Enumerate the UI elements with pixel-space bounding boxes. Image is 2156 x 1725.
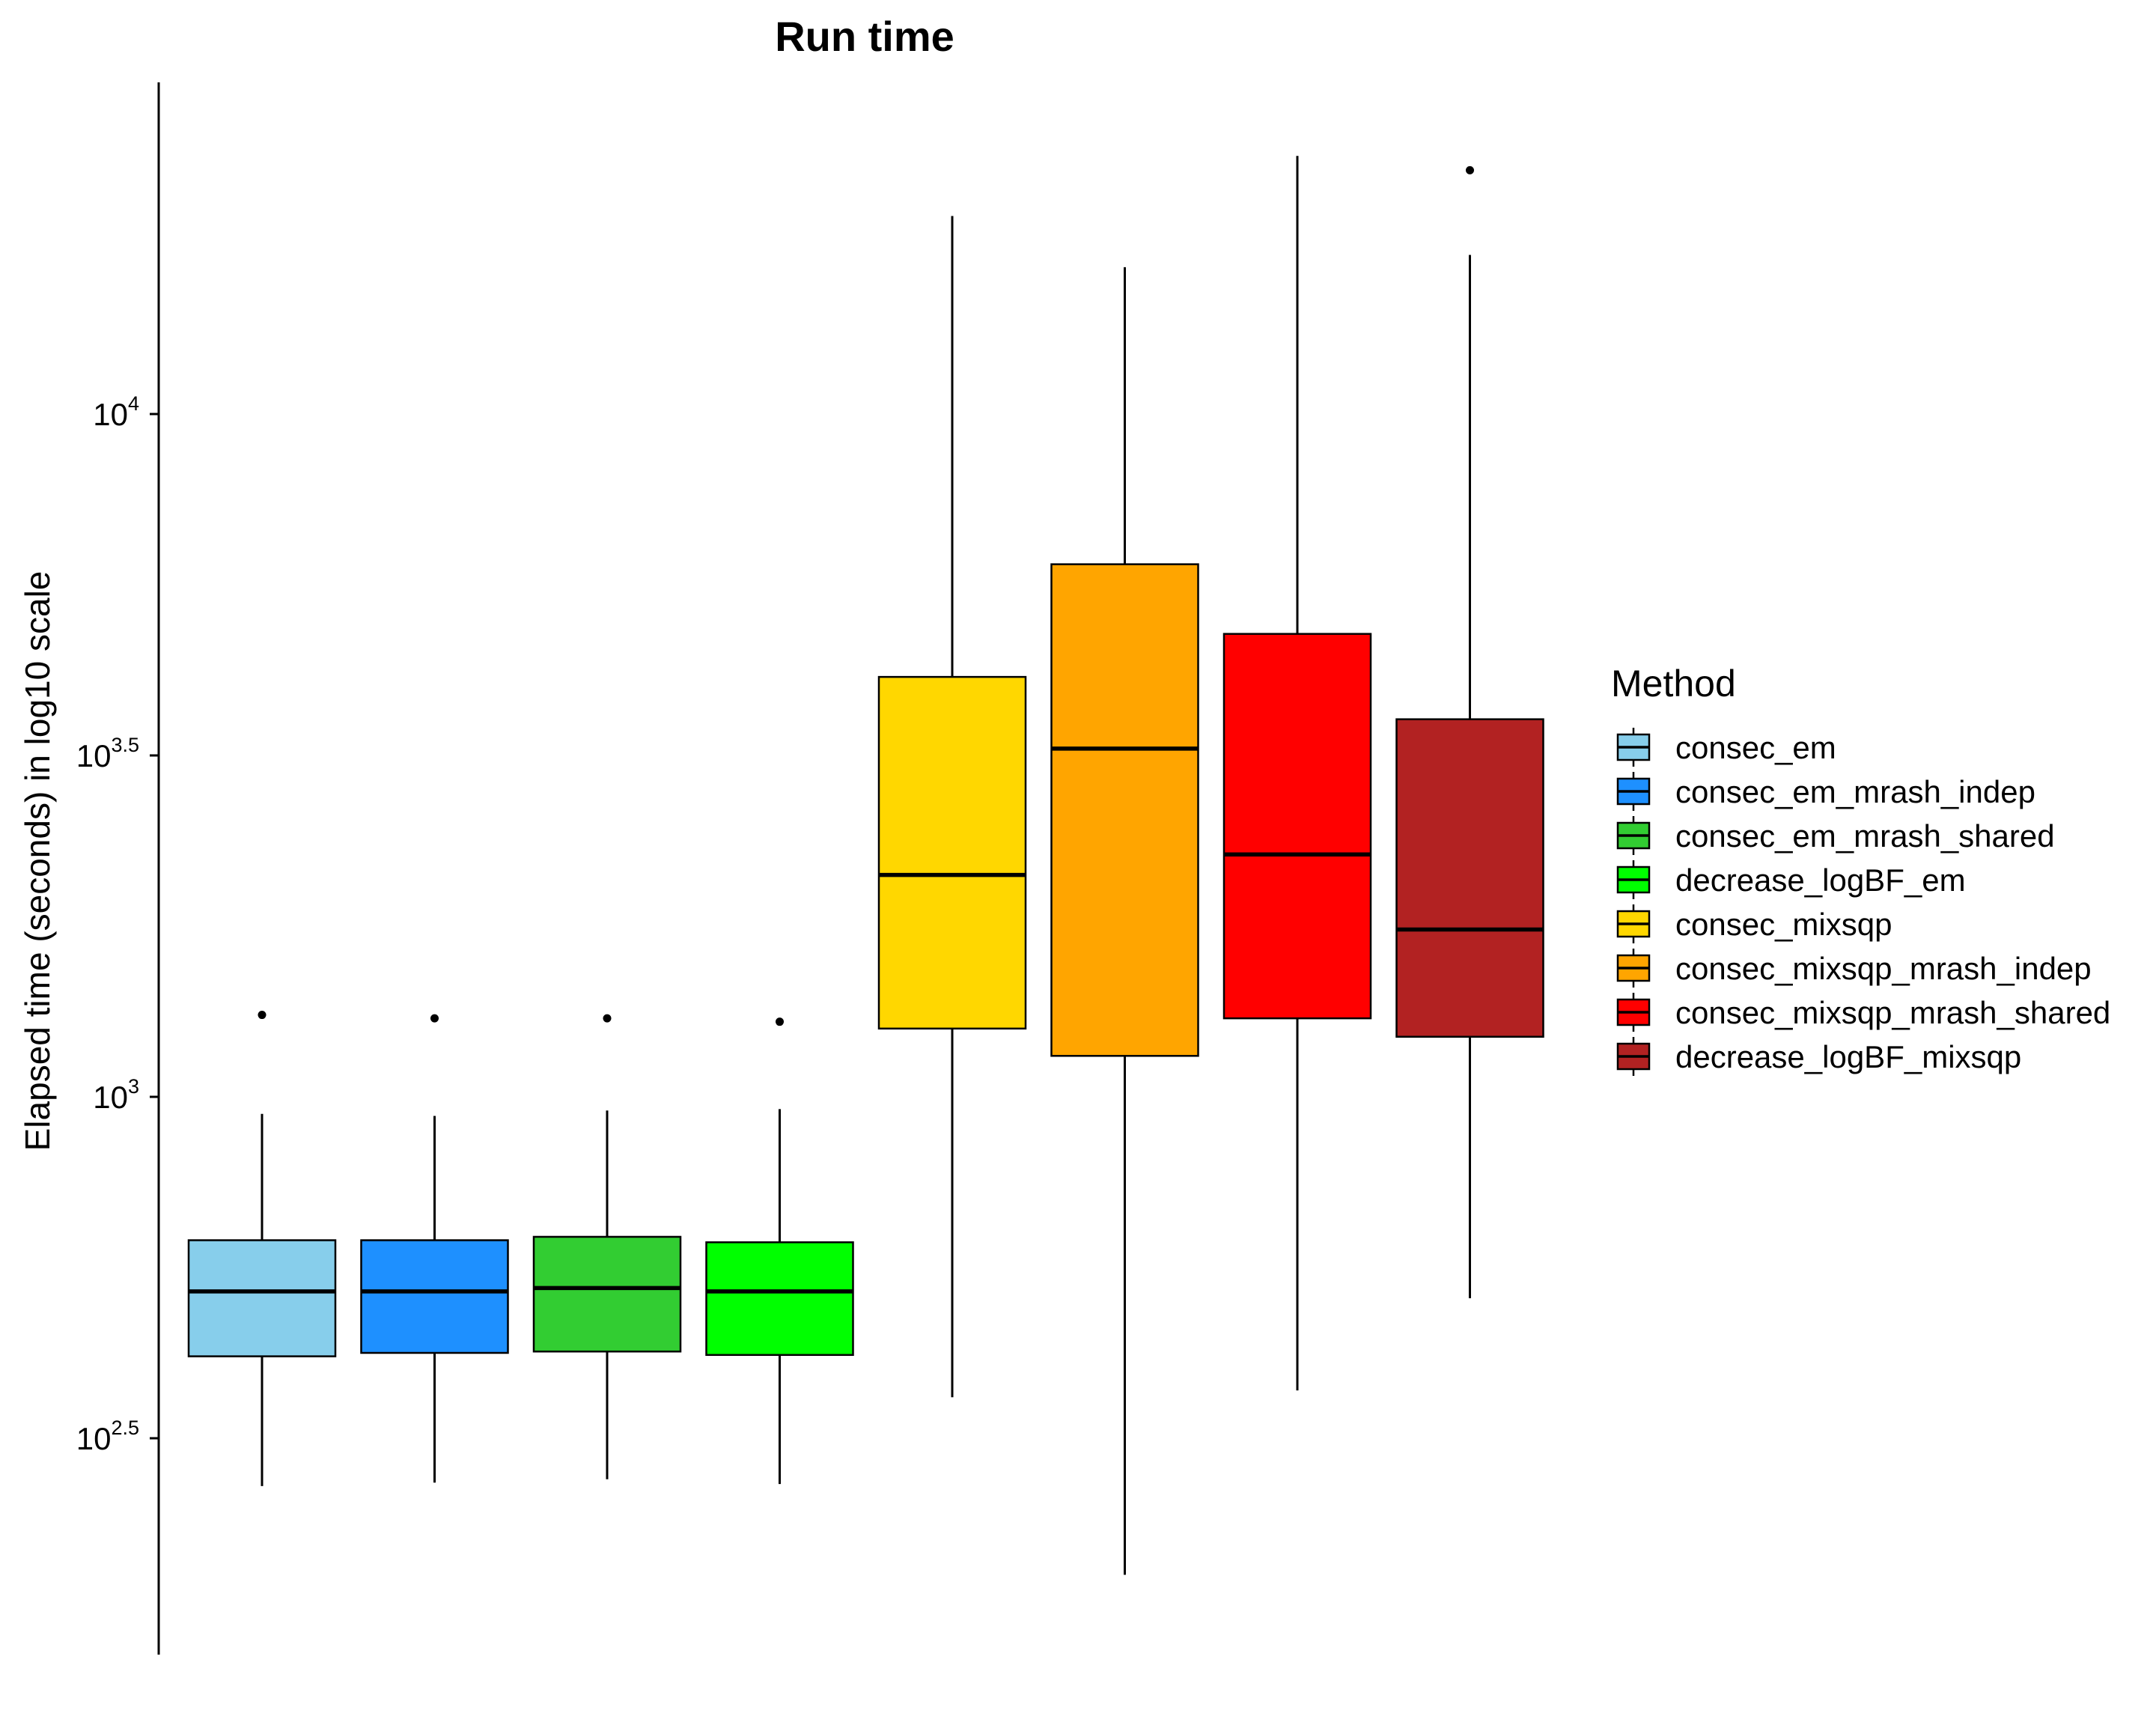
box-decrease_logBF_mixsqp [1395, 165, 1544, 1299]
outlier-point [776, 1017, 784, 1026]
box-consec_em_mrash_indep [360, 1014, 509, 1483]
y-tick: 103 [93, 1075, 159, 1115]
box-iqr [532, 1235, 682, 1353]
box-iqr [705, 1241, 854, 1356]
y-tick-exponent: 4 [128, 392, 139, 415]
y-tick: 104 [93, 392, 159, 432]
y-tick-base: 10 [76, 1421, 112, 1456]
box-iqr [187, 1239, 337, 1357]
legend-title: Method [1611, 663, 1736, 705]
legend-label: consec_mixsqp_mrash_indep [1675, 951, 2092, 986]
legend-item: consec_em [1616, 728, 1836, 767]
box-consec_em [187, 1011, 337, 1486]
legend-item: consec_em_mrash_indep [1616, 772, 2035, 811]
legend-label: decrease_logBF_mixsqp [1675, 1039, 2021, 1074]
chart-title: Run time [775, 13, 954, 60]
box-consec_mixsqp_mrash_indep [1050, 267, 1199, 1575]
legend-item: decrease_logBF_mixsqp [1616, 1037, 2021, 1076]
legend-label: consec_em_mrash_indep [1675, 774, 2035, 809]
box-decrease_logBF_em [705, 1017, 854, 1485]
legend-label: consec_mixsqp [1675, 907, 1892, 942]
legend-label: consec_em [1675, 730, 1836, 765]
box-consec_em_mrash_shared [532, 1014, 682, 1479]
y-axis-label: Elapsed time (seconds) in log10 scale [18, 571, 57, 1151]
outlier-point [258, 1011, 267, 1020]
y-tick-exponent: 3.5 [111, 734, 139, 756]
legend-items: consec_em consec_em_mrash_indep consec_em_… [1616, 728, 2110, 1076]
y-tick-label: 104 [93, 392, 139, 432]
outlier-point [430, 1014, 439, 1023]
y-tick-label: 103.5 [76, 734, 139, 773]
outlier-point [603, 1014, 612, 1023]
legend-label: decrease_logBF_em [1675, 862, 1966, 898]
box-consec_mixsqp_mrash_shared [1222, 156, 1372, 1391]
legend: Method consec_emconsec_em_mrash_indepcon… [1611, 663, 2110, 1076]
y-tick-label: 102.5 [76, 1417, 139, 1456]
box-iqr [1222, 633, 1372, 1020]
box-iqr [1050, 563, 1199, 1057]
y-tick-base: 10 [76, 738, 112, 773]
y-tick-label: 103 [93, 1075, 139, 1115]
y-tick-exponent: 2.5 [111, 1417, 139, 1439]
y-tick: 103.5 [76, 734, 159, 773]
legend-item: decrease_logBF_em [1616, 860, 1966, 899]
box-iqr [1395, 718, 1544, 1038]
y-tick-base: 10 [93, 1080, 128, 1115]
legend-label: consec_mixsqp_mrash_shared [1675, 995, 2110, 1030]
y-tick-base: 10 [93, 397, 128, 432]
legend-label: consec_em_mrash_shared [1675, 818, 2055, 854]
legend-item: consec_em_mrash_shared [1616, 816, 2055, 855]
legend-item: consec_mixsqp [1616, 904, 1892, 943]
legend-item: consec_mixsqp_mrash_shared [1616, 993, 2110, 1032]
box-iqr [360, 1239, 509, 1354]
box-iqr [877, 675, 1027, 1030]
box-consec_mixsqp [877, 216, 1027, 1398]
box-series-group [187, 156, 1544, 1575]
y-tick-exponent: 3 [128, 1075, 139, 1098]
y-tick: 102.5 [76, 1417, 159, 1456]
outlier-point [1466, 165, 1474, 174]
legend-item: consec_mixsqp_mrash_indep [1616, 949, 2092, 988]
